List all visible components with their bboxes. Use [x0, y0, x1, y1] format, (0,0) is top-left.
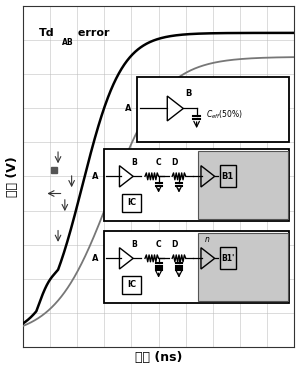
Text: A: A — [92, 172, 99, 181]
Bar — [104, 231, 289, 303]
Y-axis label: 电压 (V): 电压 (V) — [6, 156, 19, 197]
Text: $C_{eff}$(50%): $C_{eff}$(50%) — [206, 108, 243, 121]
Bar — [220, 247, 236, 269]
Bar — [199, 151, 288, 219]
Text: IC: IC — [127, 198, 136, 208]
Bar — [122, 276, 141, 294]
Bar — [122, 194, 141, 212]
Text: error: error — [74, 28, 110, 38]
Text: C: C — [156, 240, 161, 249]
Text: B1: B1 — [222, 172, 234, 181]
Text: B: B — [185, 88, 192, 98]
Text: D: D — [172, 240, 178, 249]
Text: IC: IC — [127, 280, 136, 289]
Text: Td: Td — [39, 28, 55, 38]
Text: AB: AB — [62, 37, 74, 47]
Text: B: B — [131, 158, 137, 167]
Text: C: C — [156, 158, 161, 167]
Bar — [199, 233, 288, 301]
Bar — [137, 77, 289, 142]
Text: D: D — [172, 158, 178, 167]
Text: A: A — [92, 254, 99, 263]
Text: B: B — [131, 240, 137, 249]
Bar — [104, 149, 289, 221]
Bar — [220, 165, 236, 188]
X-axis label: 时间 (ns): 时间 (ns) — [135, 352, 182, 364]
Text: A: A — [125, 104, 131, 113]
Text: B1': B1' — [221, 254, 235, 263]
Text: n: n — [205, 235, 210, 244]
